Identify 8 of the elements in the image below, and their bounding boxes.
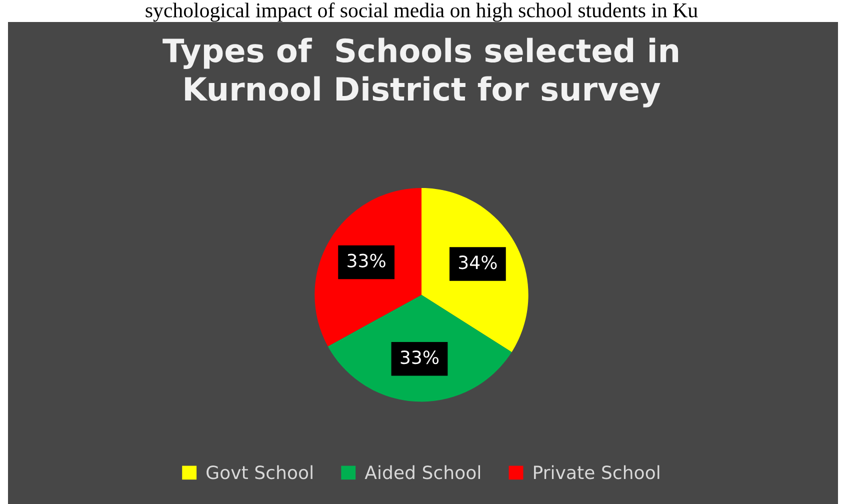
text: sychological impact of social media on high school students in Ku bbox=[146, 2, 698, 22]
data-label: 34% bbox=[458, 256, 497, 270]
legend-label: Private School bbox=[534, 465, 660, 480]
data-label: 33% bbox=[348, 254, 386, 268]
legend-label: Govt School bbox=[206, 465, 312, 480]
legend-label: Aided School bbox=[364, 465, 480, 480]
chart-title: Types of Schools selected in Kurnool District for survey bbox=[162, 38, 678, 108]
data-label: 33% bbox=[400, 350, 439, 364]
